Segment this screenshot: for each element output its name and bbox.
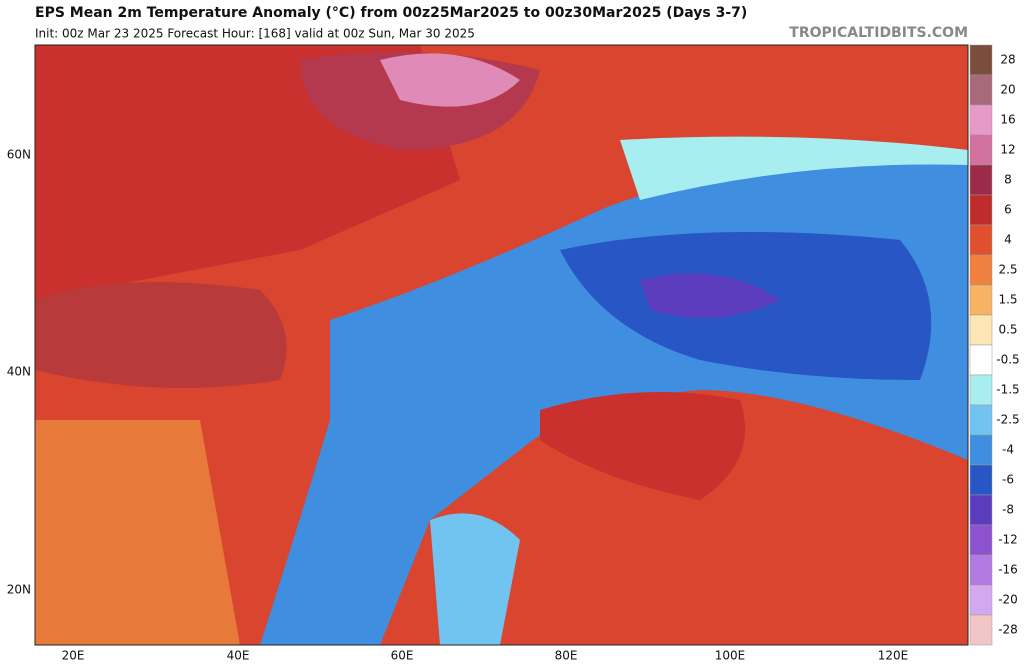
colorbar-label: 2.5 (998, 263, 1017, 277)
colorbar-label: -4 (1002, 443, 1014, 457)
colorbar-label: -2.5 (996, 413, 1019, 427)
colorbar-label: 0.5 (998, 323, 1017, 337)
title: EPS Mean 2m Temperature Anomaly (°C) fro… (35, 5, 747, 21)
colorbar-swatch (969, 104, 993, 136)
colorbar-label: 12 (1000, 143, 1015, 157)
colorbar-label: 8 (1004, 173, 1012, 187)
lon-label: 120E (878, 649, 909, 663)
colorbar-swatch (969, 494, 993, 526)
colorbar-label: 16 (1000, 113, 1015, 127)
colorbar-label: -1.5 (996, 383, 1019, 397)
colorbar-swatch (969, 224, 993, 256)
colorbar-label: -0.5 (996, 353, 1019, 367)
colorbar-swatch (969, 434, 993, 466)
colorbar-swatch (969, 524, 993, 556)
colorbar-swatch (969, 374, 993, 406)
colorbar-swatch (969, 554, 993, 586)
map-frame (34, 44, 969, 646)
cool-region (620, 136, 968, 200)
warm-region (35, 420, 240, 645)
colorbar-label: -28 (998, 623, 1018, 637)
lon-label: 100E (715, 649, 746, 663)
colorbar-label: 28 (1000, 53, 1015, 67)
colorbar-swatch (969, 404, 993, 436)
colorbar-label: -8 (1002, 503, 1014, 517)
watermark: TROPICALTIDBITS.COM (789, 25, 968, 41)
colorbar-swatch (969, 314, 993, 346)
lon-label: 40E (227, 649, 250, 663)
colorbar-label: -12 (998, 533, 1018, 547)
lon-label: 80E (555, 649, 578, 663)
colorbar-swatch (969, 464, 993, 496)
colorbar-label: 1.5 (998, 293, 1017, 307)
colorbar-swatch (969, 44, 993, 76)
colorbar-swatch (969, 194, 993, 226)
lat-label: 60N (7, 148, 31, 162)
colorbar-label: 20 (1000, 83, 1015, 97)
colorbar-swatch (969, 284, 993, 316)
colorbar-swatch (969, 584, 993, 616)
lat-label: 20N (7, 583, 31, 597)
cool-region (430, 513, 520, 645)
colorbar-swatch (969, 74, 993, 106)
colorbar-swatch (969, 254, 993, 286)
colorbar-label: 4 (1004, 233, 1012, 247)
colorbar-label: -20 (998, 593, 1018, 607)
colorbar-swatch (969, 344, 993, 376)
colorbar-swatch (969, 134, 993, 166)
subtitle: Init: 00z Mar 23 2025 Forecast Hour: [16… (35, 27, 475, 41)
warm-region (35, 282, 287, 388)
colorbar-swatch (969, 164, 993, 196)
colorbar-label: -16 (998, 563, 1018, 577)
cold-region (640, 273, 780, 318)
lon-label: 20E (62, 649, 85, 663)
warm-region (540, 392, 745, 500)
colorbar-label: -6 (1002, 473, 1014, 487)
lat-label: 40N (7, 365, 31, 379)
map (35, 45, 968, 645)
warm-region (380, 53, 520, 107)
colorbar-label: 6 (1004, 203, 1012, 217)
lon-label: 60E (391, 649, 414, 663)
colorbar-swatch (969, 614, 993, 646)
